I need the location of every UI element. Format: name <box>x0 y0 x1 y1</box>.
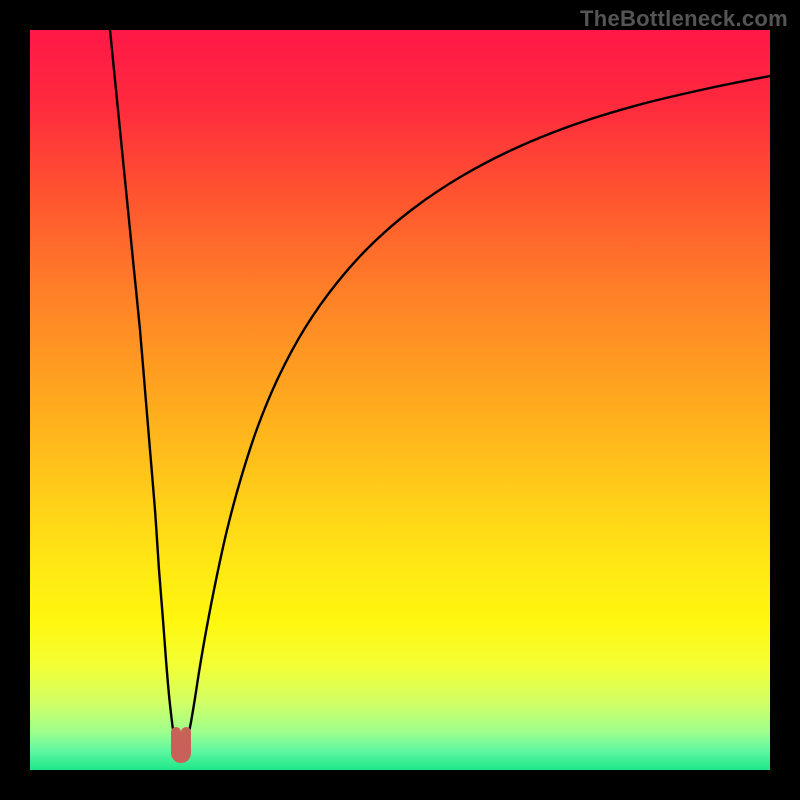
plot-svg <box>30 30 770 770</box>
chart-container: TheBottleneck.com <box>0 0 800 800</box>
valley-marker <box>176 732 186 758</box>
plot-area <box>30 30 770 770</box>
watermark-text: TheBottleneck.com <box>580 6 788 32</box>
gradient-background <box>30 30 770 770</box>
